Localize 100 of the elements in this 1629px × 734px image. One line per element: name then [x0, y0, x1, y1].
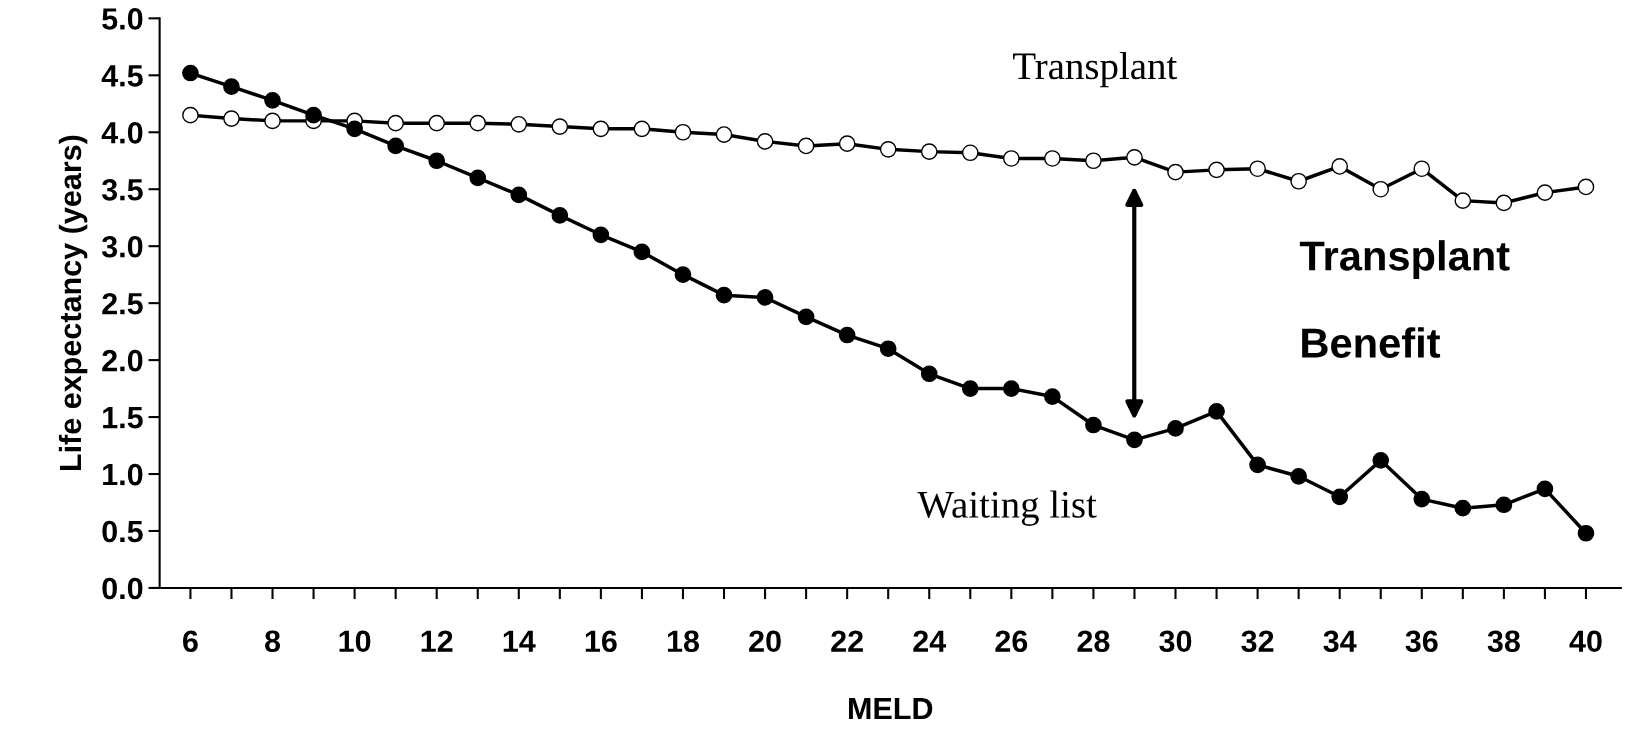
point — [1413, 490, 1431, 508]
series-label: Waiting list — [917, 490, 1097, 526]
point — [879, 340, 897, 358]
point — [1208, 161, 1225, 179]
point — [1495, 194, 1513, 212]
point — [961, 144, 979, 162]
point — [797, 137, 815, 155]
y-tick-label: 0.0 — [102, 577, 143, 600]
point — [920, 143, 938, 160]
point — [1454, 192, 1472, 209]
point — [1167, 163, 1184, 181]
point — [756, 133, 774, 150]
series-label: Transplant — [1013, 51, 1178, 88]
point — [715, 286, 733, 304]
x-tick-label: 38 — [1487, 630, 1520, 653]
point — [182, 64, 199, 82]
x-tick-label: 34 — [1323, 630, 1357, 653]
y-tick-label: 2.0 — [102, 349, 143, 372]
point — [551, 118, 569, 135]
point — [551, 207, 569, 224]
point — [1044, 388, 1061, 405]
point — [182, 106, 199, 124]
point — [1290, 172, 1307, 190]
point — [1002, 380, 1020, 397]
point — [1002, 150, 1020, 167]
point — [1536, 184, 1554, 201]
point — [1577, 524, 1595, 542]
point — [223, 110, 240, 127]
y-axis-title: Life expectancy (years) — [58, 135, 88, 471]
point — [510, 186, 528, 204]
point — [633, 120, 651, 138]
point — [1044, 150, 1061, 167]
point — [1126, 148, 1143, 166]
x-tick-label: 22 — [831, 630, 863, 652]
point — [264, 112, 281, 130]
point — [756, 289, 774, 306]
point — [1372, 452, 1390, 469]
point — [920, 365, 938, 383]
point — [1495, 496, 1513, 514]
point — [1413, 160, 1431, 178]
x-tick-label: 36 — [1405, 630, 1438, 653]
point — [1577, 178, 1595, 196]
point — [1536, 480, 1554, 498]
point — [674, 266, 692, 283]
point — [797, 308, 815, 326]
point — [1085, 416, 1102, 434]
y-tick-label: 3.0 — [101, 235, 143, 258]
point — [1167, 420, 1184, 437]
point — [305, 106, 322, 124]
point — [592, 226, 610, 244]
point — [428, 114, 446, 132]
point — [838, 135, 856, 152]
annotation: Transplant Benefit — [1299, 240, 1510, 358]
point — [510, 115, 528, 133]
x-tick-label: 40 — [1569, 630, 1602, 653]
x-tick-label: 30 — [1159, 630, 1192, 653]
point — [1249, 456, 1266, 474]
y-tick-label: 0.5 — [102, 520, 143, 543]
x-tick-label: 20 — [749, 630, 781, 653]
x-tick-label: 28 — [1077, 630, 1110, 653]
point — [1454, 499, 1472, 517]
x-tick-label: 24 — [913, 630, 947, 652]
x-tick-label: 14 — [503, 630, 536, 652]
x-tick-label: 6 — [183, 630, 198, 653]
point — [1372, 180, 1390, 198]
x-tick-label: 12 — [421, 630, 453, 652]
point — [346, 120, 363, 138]
point — [1331, 158, 1349, 175]
point — [387, 114, 404, 132]
point — [1085, 152, 1102, 170]
point — [1290, 467, 1307, 485]
x-axis-title: MELD — [849, 698, 933, 720]
point — [1208, 403, 1225, 420]
x-tick-label: 32 — [1241, 630, 1274, 653]
point — [633, 243, 651, 261]
x-tick-label: 16 — [585, 630, 617, 653]
point — [387, 137, 404, 155]
point — [592, 120, 610, 138]
x-tick-label: 10 — [339, 630, 371, 653]
point — [1249, 160, 1266, 178]
point — [469, 114, 487, 132]
y-tick-label: 1.0 — [103, 463, 143, 486]
y-tick-label: 4.5 — [101, 65, 143, 87]
point — [1126, 431, 1143, 449]
y-tick-label: 2.5 — [102, 292, 143, 315]
point — [879, 141, 897, 158]
point — [428, 152, 446, 170]
y-tick-label: 4.0 — [101, 122, 143, 144]
point — [469, 169, 487, 187]
point — [1331, 488, 1349, 506]
x-tick-label: 26 — [995, 630, 1028, 653]
x-tick-label: 18 — [667, 630, 700, 653]
y-tick-label: 1.5 — [103, 407, 143, 429]
y-tick-label: 3.5 — [101, 178, 143, 201]
point — [961, 380, 979, 397]
point — [715, 126, 733, 143]
point — [264, 92, 281, 109]
x-tick-label: 8 — [264, 630, 281, 653]
point — [674, 123, 692, 141]
point — [223, 78, 240, 96]
